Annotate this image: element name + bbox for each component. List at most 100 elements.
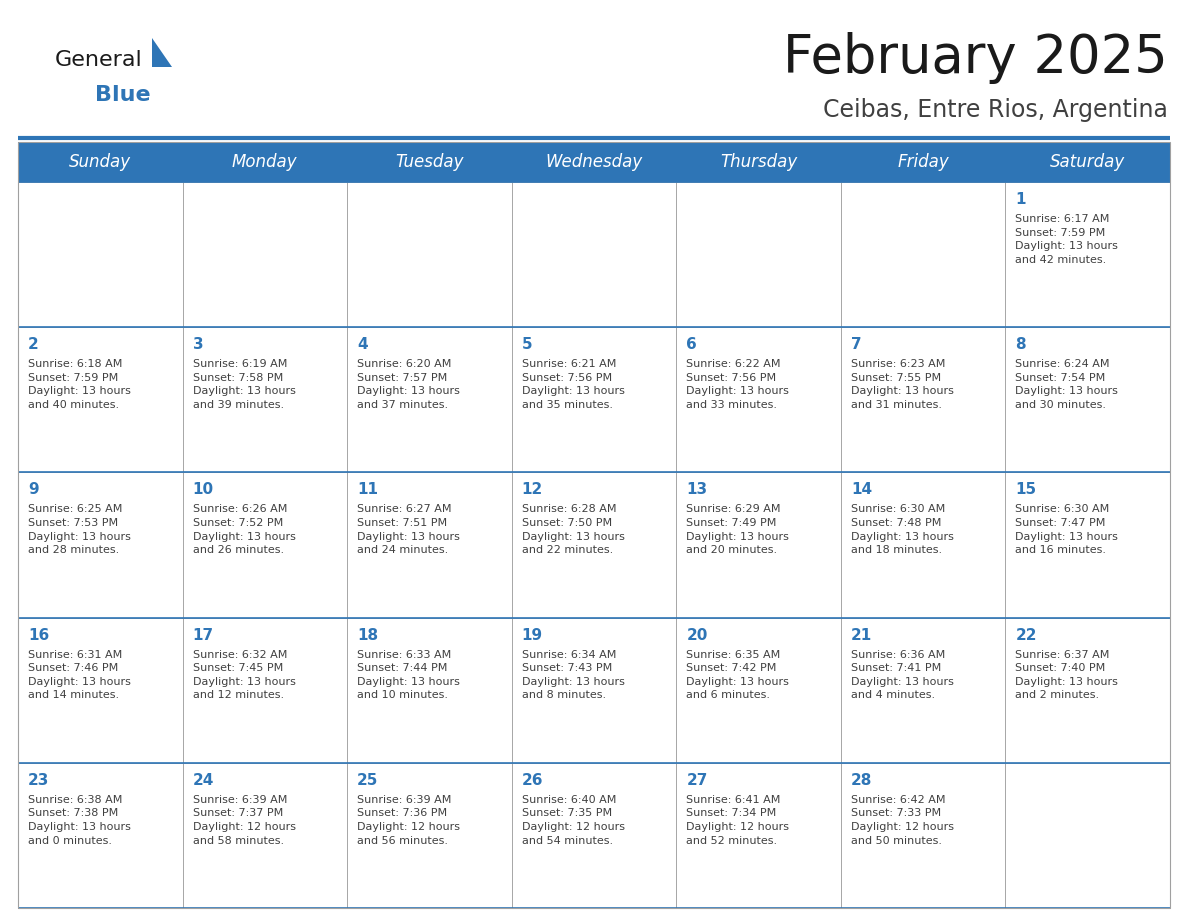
Text: 6: 6 bbox=[687, 337, 697, 353]
Bar bbox=[1005, 182, 1170, 327]
Text: Sunrise: 6:28 AM
Sunset: 7:50 PM
Daylight: 13 hours
and 22 minutes.: Sunrise: 6:28 AM Sunset: 7:50 PM Dayligh… bbox=[522, 504, 625, 555]
Text: Sunrise: 6:26 AM
Sunset: 7:52 PM
Daylight: 13 hours
and 26 minutes.: Sunrise: 6:26 AM Sunset: 7:52 PM Dayligh… bbox=[192, 504, 296, 555]
Bar bbox=[18, 327, 183, 473]
Bar bbox=[841, 327, 1005, 473]
Text: 3: 3 bbox=[192, 337, 203, 353]
Bar bbox=[841, 473, 1005, 618]
Text: Sunrise: 6:35 AM
Sunset: 7:42 PM
Daylight: 13 hours
and 6 minutes.: Sunrise: 6:35 AM Sunset: 7:42 PM Dayligh… bbox=[687, 650, 789, 700]
Text: Sunrise: 6:17 AM
Sunset: 7:59 PM
Daylight: 13 hours
and 42 minutes.: Sunrise: 6:17 AM Sunset: 7:59 PM Dayligh… bbox=[1016, 214, 1118, 264]
Text: Sunrise: 6:24 AM
Sunset: 7:54 PM
Daylight: 13 hours
and 30 minutes.: Sunrise: 6:24 AM Sunset: 7:54 PM Dayligh… bbox=[1016, 359, 1118, 410]
Bar bbox=[183, 182, 347, 327]
Text: Sunrise: 6:39 AM
Sunset: 7:37 PM
Daylight: 12 hours
and 58 minutes.: Sunrise: 6:39 AM Sunset: 7:37 PM Dayligh… bbox=[192, 795, 296, 845]
Text: 12: 12 bbox=[522, 482, 543, 498]
Text: Wednesday: Wednesday bbox=[545, 153, 643, 171]
Text: Sunrise: 6:41 AM
Sunset: 7:34 PM
Daylight: 12 hours
and 52 minutes.: Sunrise: 6:41 AM Sunset: 7:34 PM Dayligh… bbox=[687, 795, 789, 845]
Text: Sunrise: 6:36 AM
Sunset: 7:41 PM
Daylight: 13 hours
and 4 minutes.: Sunrise: 6:36 AM Sunset: 7:41 PM Dayligh… bbox=[851, 650, 954, 700]
Text: 14: 14 bbox=[851, 482, 872, 498]
Bar bbox=[676, 473, 841, 618]
Text: 8: 8 bbox=[1016, 337, 1026, 353]
Bar bbox=[676, 763, 841, 908]
Text: 27: 27 bbox=[687, 773, 708, 788]
Text: 24: 24 bbox=[192, 773, 214, 788]
Text: Sunrise: 6:34 AM
Sunset: 7:43 PM
Daylight: 13 hours
and 8 minutes.: Sunrise: 6:34 AM Sunset: 7:43 PM Dayligh… bbox=[522, 650, 625, 700]
Text: 4: 4 bbox=[358, 337, 368, 353]
Text: 10: 10 bbox=[192, 482, 214, 498]
Text: Monday: Monday bbox=[232, 153, 298, 171]
Text: 7: 7 bbox=[851, 337, 861, 353]
Bar bbox=[347, 182, 512, 327]
Bar bbox=[347, 327, 512, 473]
Text: 19: 19 bbox=[522, 628, 543, 643]
Text: Blue: Blue bbox=[95, 85, 151, 105]
Text: Sunrise: 6:30 AM
Sunset: 7:47 PM
Daylight: 13 hours
and 16 minutes.: Sunrise: 6:30 AM Sunset: 7:47 PM Dayligh… bbox=[1016, 504, 1118, 555]
Text: 13: 13 bbox=[687, 482, 707, 498]
Text: Sunrise: 6:23 AM
Sunset: 7:55 PM
Daylight: 13 hours
and 31 minutes.: Sunrise: 6:23 AM Sunset: 7:55 PM Dayligh… bbox=[851, 359, 954, 410]
Text: Sunrise: 6:32 AM
Sunset: 7:45 PM
Daylight: 13 hours
and 12 minutes.: Sunrise: 6:32 AM Sunset: 7:45 PM Dayligh… bbox=[192, 650, 296, 700]
Bar bbox=[676, 618, 841, 763]
Text: Sunrise: 6:18 AM
Sunset: 7:59 PM
Daylight: 13 hours
and 40 minutes.: Sunrise: 6:18 AM Sunset: 7:59 PM Dayligh… bbox=[29, 359, 131, 410]
Bar bbox=[512, 182, 676, 327]
Bar bbox=[18, 142, 1170, 182]
Bar bbox=[183, 327, 347, 473]
Text: 18: 18 bbox=[358, 628, 378, 643]
Text: Sunrise: 6:31 AM
Sunset: 7:46 PM
Daylight: 13 hours
and 14 minutes.: Sunrise: 6:31 AM Sunset: 7:46 PM Dayligh… bbox=[29, 650, 131, 700]
Bar bbox=[183, 763, 347, 908]
Text: Saturday: Saturday bbox=[1050, 153, 1125, 171]
Text: 16: 16 bbox=[29, 628, 49, 643]
Text: Sunrise: 6:30 AM
Sunset: 7:48 PM
Daylight: 13 hours
and 18 minutes.: Sunrise: 6:30 AM Sunset: 7:48 PM Dayligh… bbox=[851, 504, 954, 555]
Text: Sunrise: 6:25 AM
Sunset: 7:53 PM
Daylight: 13 hours
and 28 minutes.: Sunrise: 6:25 AM Sunset: 7:53 PM Dayligh… bbox=[29, 504, 131, 555]
Text: Sunrise: 6:33 AM
Sunset: 7:44 PM
Daylight: 13 hours
and 10 minutes.: Sunrise: 6:33 AM Sunset: 7:44 PM Dayligh… bbox=[358, 650, 460, 700]
Bar bbox=[512, 763, 676, 908]
Bar bbox=[841, 182, 1005, 327]
Text: 21: 21 bbox=[851, 628, 872, 643]
Text: 22: 22 bbox=[1016, 628, 1037, 643]
Text: Sunrise: 6:19 AM
Sunset: 7:58 PM
Daylight: 13 hours
and 39 minutes.: Sunrise: 6:19 AM Sunset: 7:58 PM Dayligh… bbox=[192, 359, 296, 410]
Text: 15: 15 bbox=[1016, 482, 1037, 498]
Text: Sunrise: 6:27 AM
Sunset: 7:51 PM
Daylight: 13 hours
and 24 minutes.: Sunrise: 6:27 AM Sunset: 7:51 PM Dayligh… bbox=[358, 504, 460, 555]
Bar bbox=[841, 618, 1005, 763]
Bar bbox=[347, 473, 512, 618]
Bar bbox=[1005, 327, 1170, 473]
Text: Ceibas, Entre Rios, Argentina: Ceibas, Entre Rios, Argentina bbox=[823, 98, 1168, 122]
Text: Friday: Friday bbox=[897, 153, 949, 171]
Text: Sunrise: 6:38 AM
Sunset: 7:38 PM
Daylight: 13 hours
and 0 minutes.: Sunrise: 6:38 AM Sunset: 7:38 PM Dayligh… bbox=[29, 795, 131, 845]
Bar bbox=[18, 182, 183, 327]
Polygon shape bbox=[152, 38, 172, 67]
Bar bbox=[183, 473, 347, 618]
Bar bbox=[18, 142, 1170, 908]
Text: 20: 20 bbox=[687, 628, 708, 643]
Text: 5: 5 bbox=[522, 337, 532, 353]
Bar bbox=[347, 763, 512, 908]
Bar bbox=[1005, 473, 1170, 618]
Text: Sunrise: 6:20 AM
Sunset: 7:57 PM
Daylight: 13 hours
and 37 minutes.: Sunrise: 6:20 AM Sunset: 7:57 PM Dayligh… bbox=[358, 359, 460, 410]
Bar bbox=[512, 618, 676, 763]
Bar bbox=[18, 618, 183, 763]
Bar bbox=[512, 327, 676, 473]
Bar bbox=[512, 473, 676, 618]
Text: 11: 11 bbox=[358, 482, 378, 498]
Bar bbox=[18, 473, 183, 618]
Bar bbox=[676, 327, 841, 473]
Bar bbox=[1005, 763, 1170, 908]
Text: Sunrise: 6:22 AM
Sunset: 7:56 PM
Daylight: 13 hours
and 33 minutes.: Sunrise: 6:22 AM Sunset: 7:56 PM Dayligh… bbox=[687, 359, 789, 410]
Text: Sunrise: 6:39 AM
Sunset: 7:36 PM
Daylight: 12 hours
and 56 minutes.: Sunrise: 6:39 AM Sunset: 7:36 PM Dayligh… bbox=[358, 795, 460, 845]
Text: 23: 23 bbox=[29, 773, 50, 788]
Text: General: General bbox=[55, 50, 143, 70]
Text: Sunday: Sunday bbox=[69, 153, 132, 171]
Text: February 2025: February 2025 bbox=[783, 32, 1168, 84]
Bar bbox=[347, 618, 512, 763]
Text: Sunrise: 6:40 AM
Sunset: 7:35 PM
Daylight: 12 hours
and 54 minutes.: Sunrise: 6:40 AM Sunset: 7:35 PM Dayligh… bbox=[522, 795, 625, 845]
Text: 25: 25 bbox=[358, 773, 379, 788]
Text: 17: 17 bbox=[192, 628, 214, 643]
Text: Tuesday: Tuesday bbox=[396, 153, 463, 171]
Text: Sunrise: 6:37 AM
Sunset: 7:40 PM
Daylight: 13 hours
and 2 minutes.: Sunrise: 6:37 AM Sunset: 7:40 PM Dayligh… bbox=[1016, 650, 1118, 700]
Bar bbox=[183, 618, 347, 763]
Text: 26: 26 bbox=[522, 773, 543, 788]
Bar bbox=[676, 182, 841, 327]
Bar bbox=[1005, 618, 1170, 763]
Text: 28: 28 bbox=[851, 773, 872, 788]
Text: 9: 9 bbox=[29, 482, 39, 498]
Text: Sunrise: 6:29 AM
Sunset: 7:49 PM
Daylight: 13 hours
and 20 minutes.: Sunrise: 6:29 AM Sunset: 7:49 PM Dayligh… bbox=[687, 504, 789, 555]
Text: Sunrise: 6:42 AM
Sunset: 7:33 PM
Daylight: 12 hours
and 50 minutes.: Sunrise: 6:42 AM Sunset: 7:33 PM Dayligh… bbox=[851, 795, 954, 845]
Bar bbox=[841, 763, 1005, 908]
